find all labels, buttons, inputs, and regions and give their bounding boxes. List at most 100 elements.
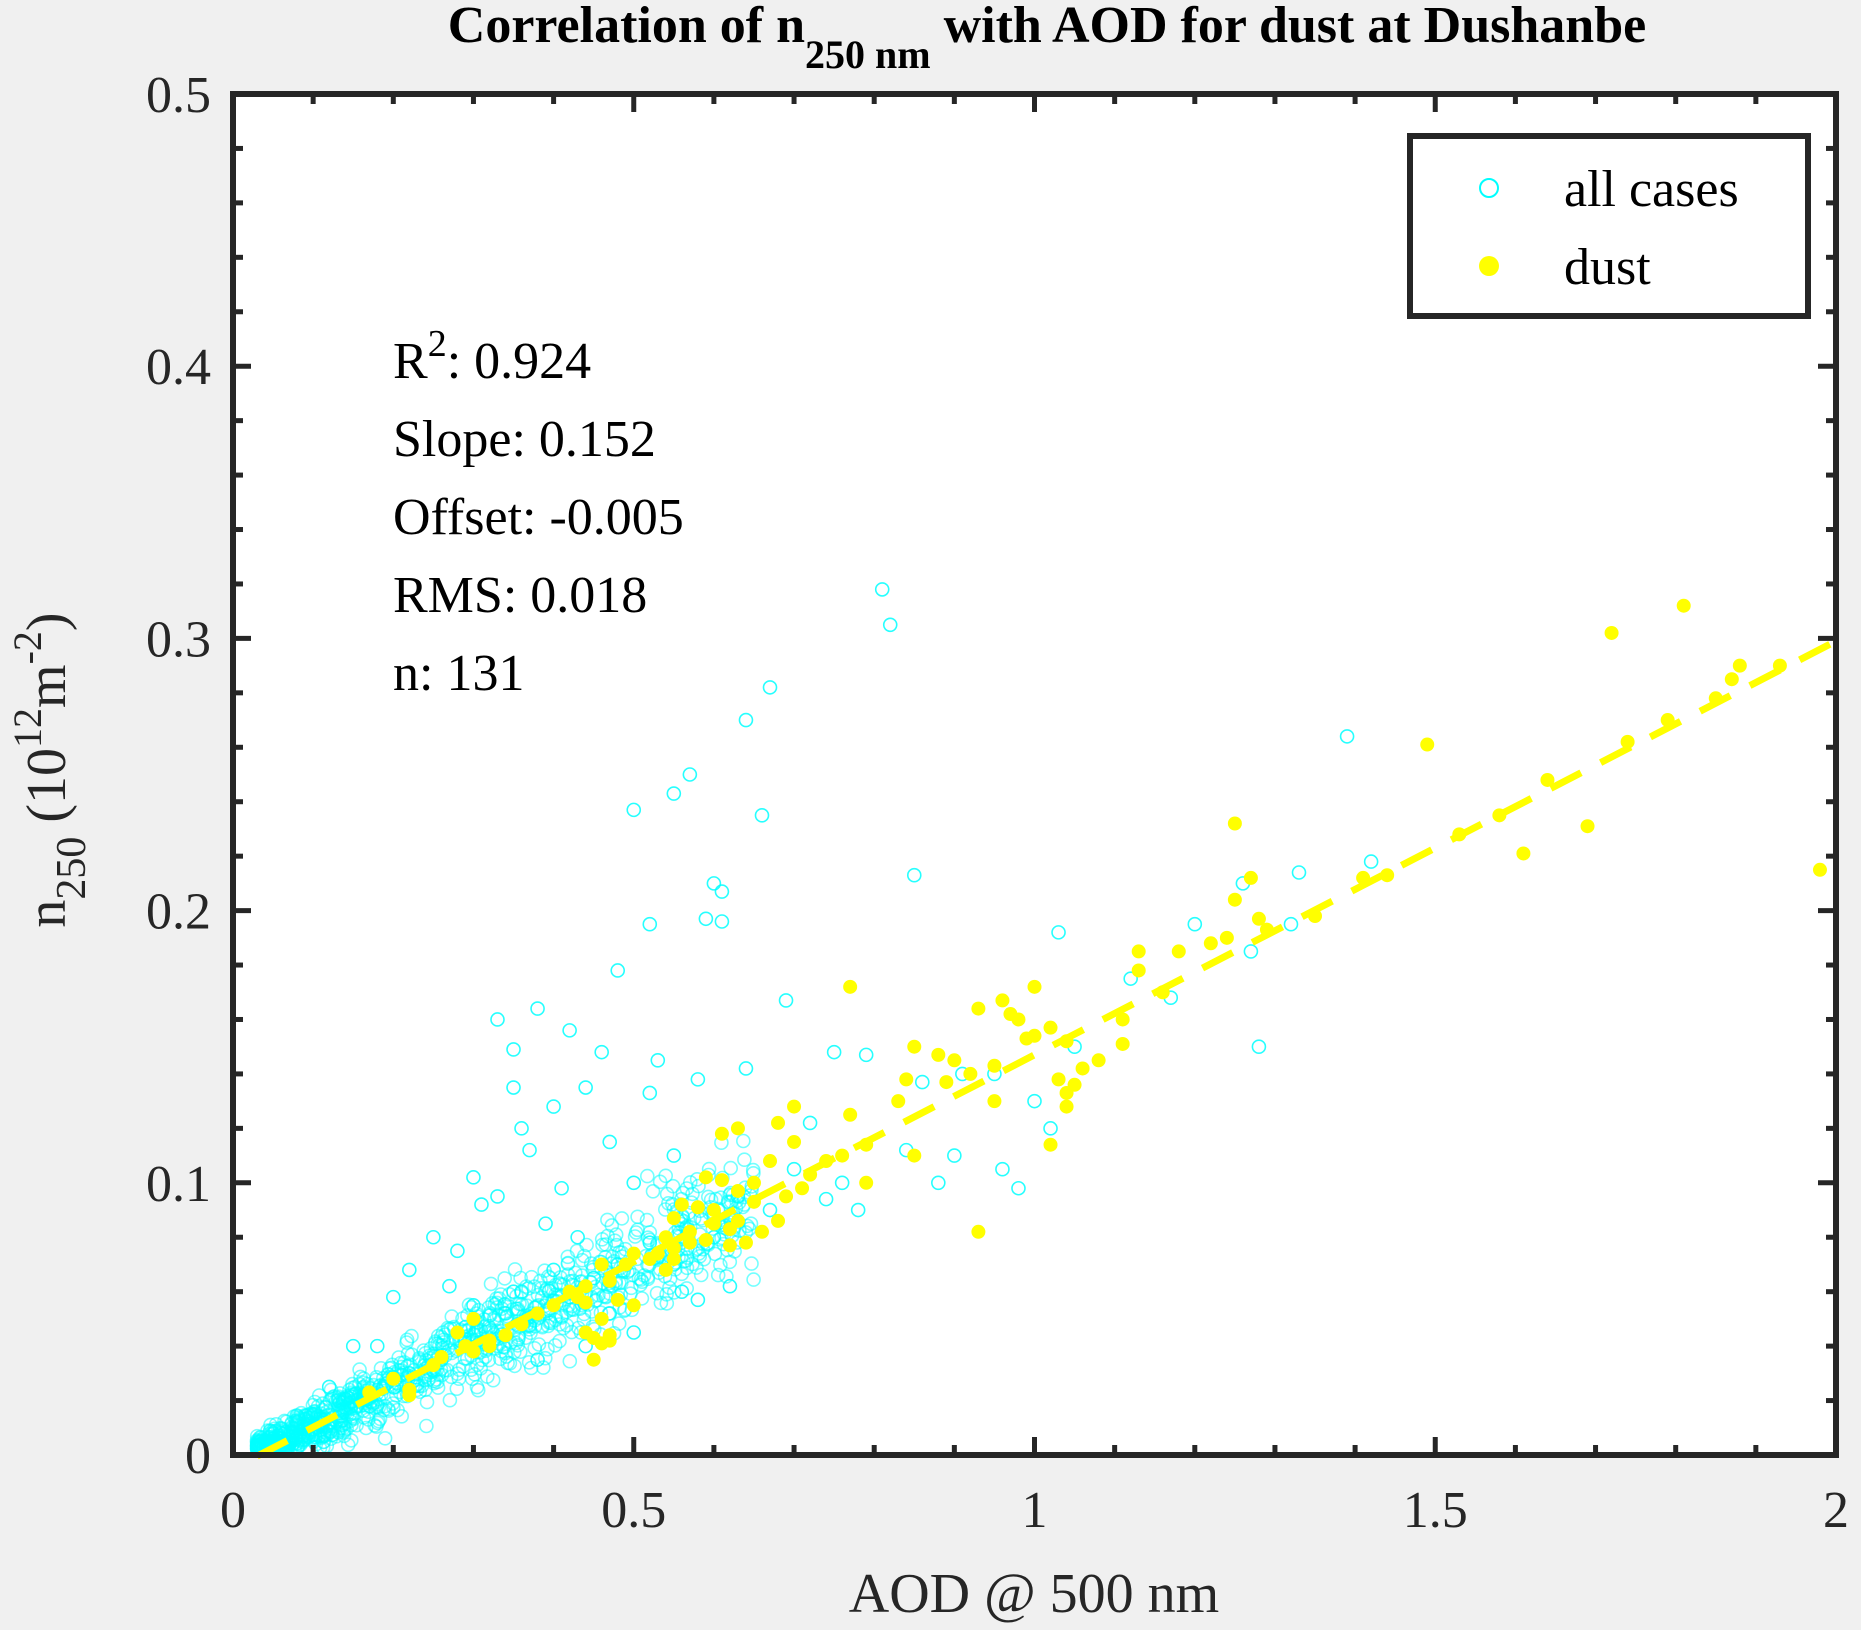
- all-cases-point: [470, 1382, 486, 1398]
- all-cases-point: [289, 1408, 305, 1423]
- all-cases-point: [600, 1228, 615, 1244]
- stat-r2-sup: 2: [428, 323, 447, 365]
- dust-point: [987, 1094, 1002, 1109]
- dust-point: [714, 1173, 729, 1188]
- all-cases-point: [369, 1338, 385, 1354]
- all-cases-point: [630, 1222, 645, 1238]
- all-cases-point: [639, 1212, 655, 1228]
- chart-title-prefix: Correlation of n: [448, 0, 805, 54]
- x-tick-label: 0: [220, 1482, 246, 1539]
- all-cases-point: [559, 1318, 575, 1333]
- dust-point: [963, 1066, 978, 1081]
- dust-point: [482, 1333, 497, 1348]
- all-cases-point: [645, 1184, 661, 1199]
- dust-point: [674, 1197, 689, 1212]
- all-cases-point: [321, 1379, 337, 1395]
- dust-point: [907, 1148, 922, 1163]
- all-cases-point: [538, 1216, 553, 1231]
- dust-point: [1540, 772, 1555, 787]
- all-cases-point: [450, 1243, 465, 1259]
- all-cases-point: [1339, 729, 1355, 744]
- dust-point: [1604, 625, 1619, 640]
- y-tick-label: 0.2: [146, 884, 211, 941]
- stat-n: n: 131: [393, 645, 524, 702]
- all-cases-point: [381, 1401, 396, 1417]
- dust-point: [1580, 819, 1595, 834]
- all-cases-point: [455, 1359, 471, 1374]
- dust-point: [899, 1072, 914, 1087]
- all-cases-point: [474, 1197, 489, 1212]
- dust-point: [690, 1200, 705, 1215]
- dust-point: [1219, 930, 1234, 945]
- all-cases-point: [402, 1262, 417, 1278]
- all-cases-point: [483, 1276, 499, 1292]
- dust-point: [466, 1311, 481, 1326]
- fit-line: [255, 638, 1838, 1460]
- all-cases-point: [744, 1256, 759, 1271]
- y-label-sup1: 12: [5, 708, 50, 748]
- all-cases-point: [722, 1278, 738, 1294]
- dust-point: [1227, 816, 1242, 831]
- all-cases-point: [562, 1023, 577, 1038]
- all-cases-point: [659, 1186, 675, 1202]
- all-cases-point: [485, 1372, 501, 1388]
- all-cases-point: [490, 1189, 505, 1204]
- all-cases-point: [713, 1190, 729, 1205]
- all-cases-point: [642, 916, 658, 932]
- all-cases-point: [540, 1341, 555, 1357]
- dust-point: [1075, 1061, 1090, 1076]
- dust-point: [706, 1203, 721, 1218]
- dust-point: [498, 1328, 513, 1343]
- all-cases-point: [510, 1338, 526, 1353]
- all-cases-point: [710, 1267, 726, 1283]
- dust-point: [658, 1262, 673, 1277]
- dust-point: [1171, 944, 1186, 959]
- all-cases-point: [995, 1161, 1010, 1177]
- all-cases-point: [467, 1367, 483, 1382]
- all-cases-point: [623, 1280, 639, 1296]
- all-cases-point: [906, 867, 922, 883]
- all-cases-point: [642, 1085, 658, 1101]
- dust-point: [947, 1053, 962, 1068]
- all-cases-point: [562, 1353, 578, 1369]
- axis-tick-labels: 0 0.5 1 1.5 2 0 0.1 0.2 0.3 0.4 0.5: [146, 67, 1849, 1539]
- y-label-sup2: -2: [5, 631, 50, 664]
- all-cases-point: [698, 911, 714, 927]
- dust-point: [714, 1126, 729, 1141]
- all-cases-point: [1363, 854, 1379, 869]
- all-cases-point: [802, 1115, 818, 1131]
- dust-point: [1115, 1012, 1130, 1027]
- all-cases-point: [442, 1392, 458, 1408]
- all-cases-point: [547, 1338, 563, 1353]
- all-cases-point: [762, 1202, 778, 1218]
- y-tick-label: 0.1: [146, 1156, 211, 1213]
- all-cases-point: [650, 1053, 666, 1068]
- all-cases-point: [419, 1394, 435, 1410]
- dust-point: [1131, 963, 1146, 978]
- all-cases-point: [537, 1350, 553, 1366]
- all-cases-point: [506, 1080, 521, 1095]
- dust-point: [971, 1001, 986, 1016]
- x-tick-label: 0.5: [601, 1482, 666, 1539]
- all-cases-point: [295, 1428, 311, 1444]
- dust-point: [1059, 1085, 1074, 1100]
- dust-point: [730, 1213, 745, 1228]
- all-cases-point: [1283, 916, 1299, 932]
- stat-r2: R2: 0.924: [393, 323, 591, 390]
- all-cases-point: [481, 1300, 497, 1315]
- all-cases-point: [273, 1425, 289, 1441]
- plot-area: [233, 94, 1836, 1455]
- all-cases-point: [738, 1061, 754, 1076]
- all-cases-point: [466, 1170, 481, 1185]
- all-cases-point: [426, 1229, 441, 1245]
- all-cases-point: [546, 1099, 561, 1114]
- dust-point: [995, 993, 1010, 1008]
- all-cases-point: [527, 1279, 542, 1294]
- dust-point: [971, 1224, 986, 1239]
- dust-point: [626, 1246, 641, 1261]
- dust-point: [666, 1252, 681, 1267]
- all-cases-point: [874, 582, 890, 597]
- all-cases-point: [507, 1262, 523, 1277]
- dust-point: [779, 1189, 794, 1204]
